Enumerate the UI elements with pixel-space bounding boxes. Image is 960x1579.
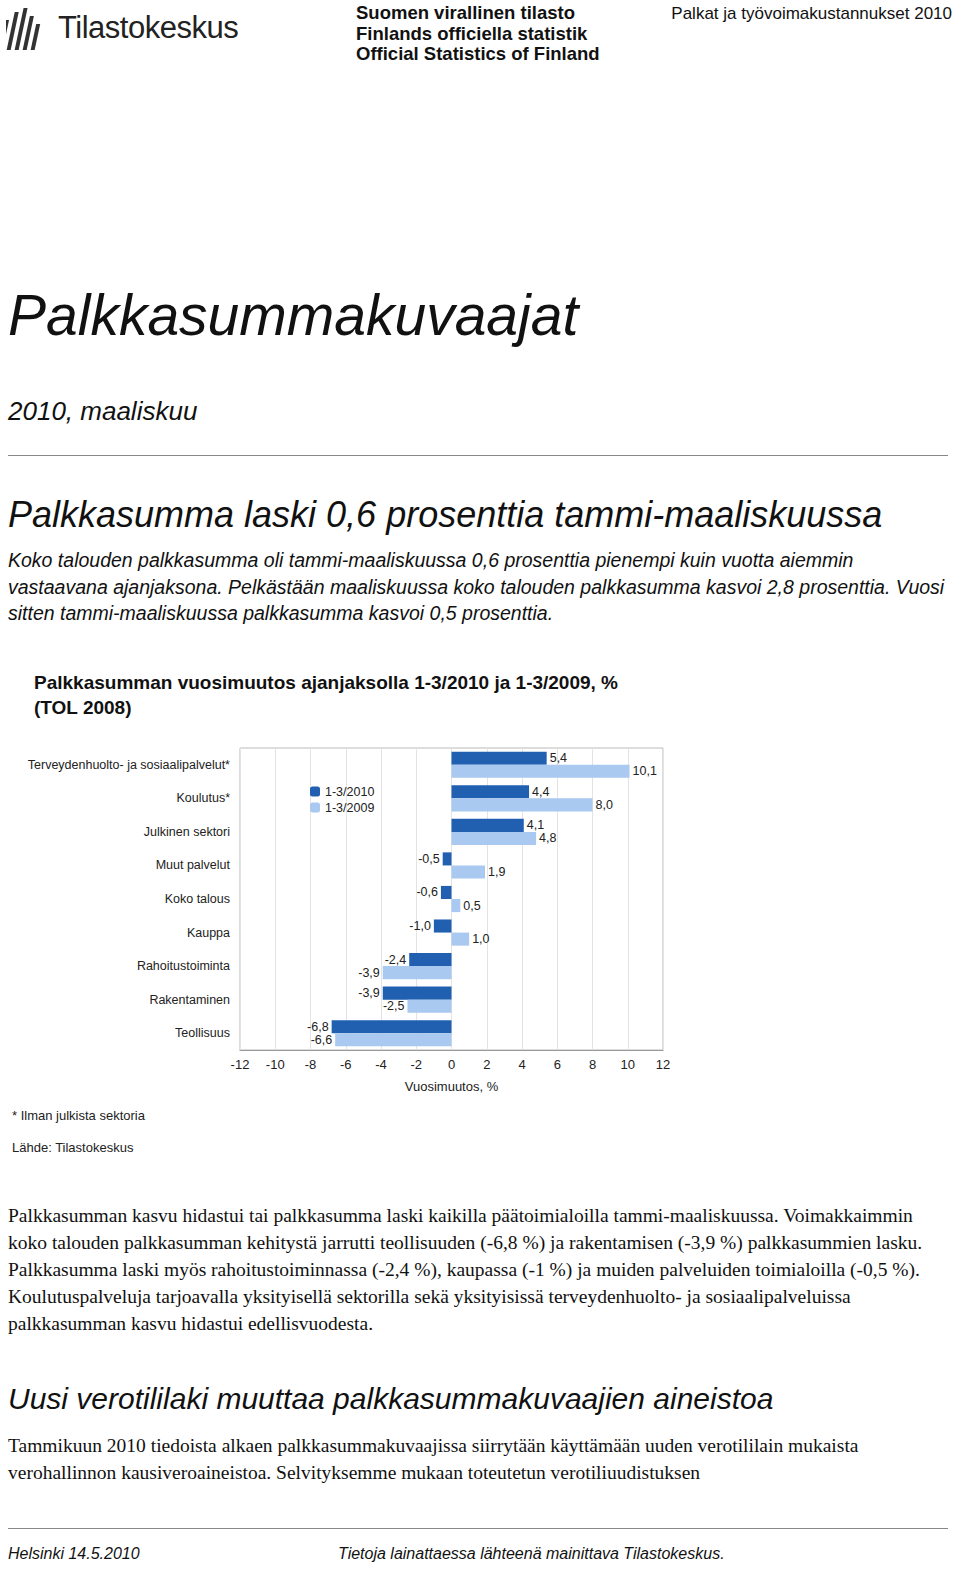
svg-text:Koulutus*: Koulutus* [176, 791, 230, 805]
svg-text:4,4: 4,4 [532, 785, 549, 799]
html-text:* Ilman julkista sektoria: * Ilman julkista sektoria [12, 1108, 145, 1123]
svg-text:-1,0: -1,0 [409, 919, 431, 933]
svg-text:-2,4: -2,4 [385, 953, 407, 967]
svg-text:5,4: 5,4 [550, 751, 567, 765]
svg-text:-0,5: -0,5 [418, 852, 440, 866]
html-text:Suomen virallinen tilasto: Suomen virallinen tilasto [356, 2, 575, 23]
html-text:Palkkasumma laski 0,6 prosentt: Palkkasumma laski 0,6 prosenttia tammi-m… [8, 494, 883, 535]
svg-text:10,1: 10,1 [633, 764, 657, 778]
svg-text:-8: -8 [305, 1057, 317, 1072]
svg-text:Terveydenhuolto- ja sosiaalipa: Terveydenhuolto- ja sosiaalipalvelut* [28, 758, 230, 772]
svg-text:2: 2 [483, 1057, 490, 1072]
html-text:Finlands officiella statistik: Finlands officiella statistik [356, 22, 588, 44]
svg-text:8,0: 8,0 [596, 798, 613, 812]
svg-text:6: 6 [554, 1057, 561, 1072]
html-text:Lähde: Tilastokeskus: Lähde: Tilastokeskus [12, 1140, 134, 1155]
html-text:Official Statistics of Finland: Official Statistics of Finland [356, 43, 600, 64]
svg-text:Julkinen sektori: Julkinen sektori [144, 825, 230, 839]
html-text:Palkkasumman kasvu hidastui ta: Palkkasumman kasvu hidastui tai palkkasu… [8, 1205, 923, 1334]
html-text:Helsinki 14.5.2010: Helsinki 14.5.2010 [8, 1545, 140, 1562]
svg-text:Rakentaminen: Rakentaminen [149, 993, 230, 1007]
svg-text:Kauppa: Kauppa [187, 926, 230, 940]
html-text:Tammikuun 2010 tiedoista alkae: Tammikuun 2010 tiedoista alkaen palkkasu… [8, 1435, 859, 1483]
svg-text:10: 10 [621, 1057, 635, 1072]
svg-text:Teollisuus: Teollisuus [175, 1026, 230, 1040]
svg-text:-6,8: -6,8 [307, 1020, 329, 1034]
html-text:Koko talouden palkkasumma oli: Koko talouden palkkasumma oli tammi-maal… [8, 549, 945, 624]
svg-text:1-3/2010: 1-3/2010 [325, 785, 374, 799]
svg-text:4,8: 4,8 [539, 831, 556, 845]
html-text:2010, maaliskuu: 2010, maaliskuu [8, 396, 198, 426]
svg-text:Koko talous: Koko talous [165, 892, 230, 906]
svg-text:Rahoitustoiminta: Rahoitustoiminta [137, 959, 230, 973]
html-text:Uusi verotililaki muuttaa palk: Uusi verotililaki muuttaa palkkasummakuv… [8, 1382, 774, 1415]
html-text:Palkkasummakuvaajat: Palkkasummakuvaajat [8, 283, 579, 347]
svg-text:-0,6: -0,6 [416, 885, 438, 899]
svg-text:4,1: 4,1 [527, 818, 544, 832]
html-text:Tilastokeskus: Tilastokeskus [58, 10, 239, 45]
svg-text:-12: -12 [231, 1057, 250, 1072]
svg-text:-2: -2 [410, 1057, 422, 1072]
svg-text:-3,9: -3,9 [358, 986, 380, 1000]
svg-text:-6,6: -6,6 [311, 1033, 333, 1047]
svg-text:-4: -4 [375, 1057, 387, 1072]
html-text:Tietoja lainattaessa lähteenä: Tietoja lainattaessa lähteenä mainittava… [338, 1545, 725, 1562]
html-text:Palkat ja työvoimakustannukset: Palkat ja työvoimakustannukset 2010 [671, 4, 952, 23]
html-text:(TOL 2008): (TOL 2008) [34, 697, 132, 718]
svg-text:1,9: 1,9 [488, 865, 505, 879]
svg-text:-6: -6 [340, 1057, 352, 1072]
svg-text:0: 0 [448, 1057, 455, 1072]
svg-text:1-3/2009: 1-3/2009 [325, 801, 374, 815]
svg-text:12: 12 [656, 1057, 670, 1072]
svg-text:-10: -10 [266, 1057, 285, 1072]
html-text:Palkkasumman vuosimuutos ajanj: Palkkasumman vuosimuutos ajanjaksolla 1-… [34, 672, 618, 693]
svg-text:8: 8 [589, 1057, 596, 1072]
svg-text:Muut palvelut: Muut palvelut [156, 858, 231, 872]
svg-text:Vuosimuutos, %: Vuosimuutos, % [405, 1079, 499, 1094]
svg-text:0,5: 0,5 [463, 899, 480, 913]
svg-text:-2,5: -2,5 [383, 999, 405, 1013]
svg-text:-3,9: -3,9 [358, 966, 380, 980]
svg-text:1,0: 1,0 [472, 932, 489, 946]
svg-text:4: 4 [518, 1057, 525, 1072]
